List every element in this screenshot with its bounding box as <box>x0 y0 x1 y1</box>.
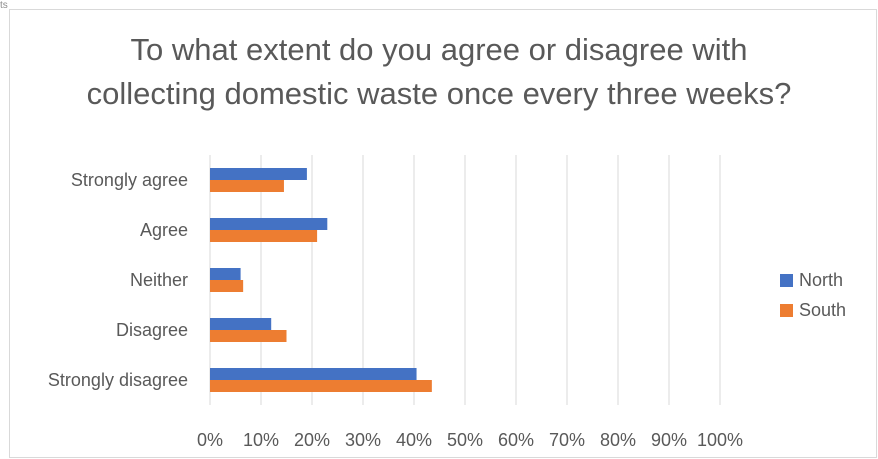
chart-frame <box>9 9 877 458</box>
chart-legend: North South <box>780 265 846 325</box>
bar-south <box>210 180 284 192</box>
x-tick-label: 90% <box>651 430 687 450</box>
bar-south <box>210 380 432 392</box>
corner-mark: ts <box>0 0 8 11</box>
legend-label-north: North <box>799 269 844 290</box>
x-tick-label: 80% <box>600 430 636 450</box>
bar-south <box>210 230 318 242</box>
x-tick-label: 0% <box>197 430 223 450</box>
bar-north <box>210 368 417 380</box>
legend-swatch-south <box>780 303 793 317</box>
x-tick-label: 10% <box>243 430 279 450</box>
x-tick-label: 20% <box>294 430 330 450</box>
bar-south <box>210 330 287 342</box>
legend-label-south: South <box>799 299 847 320</box>
category-label: Neither <box>130 270 188 290</box>
category-label: Strongly agree <box>71 170 188 190</box>
category-label: Agree <box>140 220 188 240</box>
bar-north <box>210 218 328 230</box>
x-tick-label: 30% <box>345 430 381 450</box>
x-tick-label: 100% <box>697 430 743 450</box>
x-tick-label: 40% <box>396 430 432 450</box>
x-tick-label: 50% <box>447 430 483 450</box>
legend-swatch-north <box>780 273 793 287</box>
bar-south <box>210 280 244 292</box>
chart-title-line-1: To what extent do you agree or disagree … <box>130 32 748 67</box>
legend-item-north: North <box>780 265 846 295</box>
chart-title: To what extent do you agree or disagree … <box>0 28 878 116</box>
bar-north <box>210 168 307 180</box>
legend-item-south: South <box>780 295 846 325</box>
x-tick-label: 70% <box>549 430 585 450</box>
x-tick-label: 60% <box>498 430 534 450</box>
category-label: Strongly disagree <box>48 370 188 390</box>
category-label: Disagree <box>116 320 188 340</box>
bar-north <box>210 268 241 280</box>
chart-title-line-2: collecting domestic waste once every thr… <box>86 76 792 111</box>
bar-north <box>210 318 272 330</box>
